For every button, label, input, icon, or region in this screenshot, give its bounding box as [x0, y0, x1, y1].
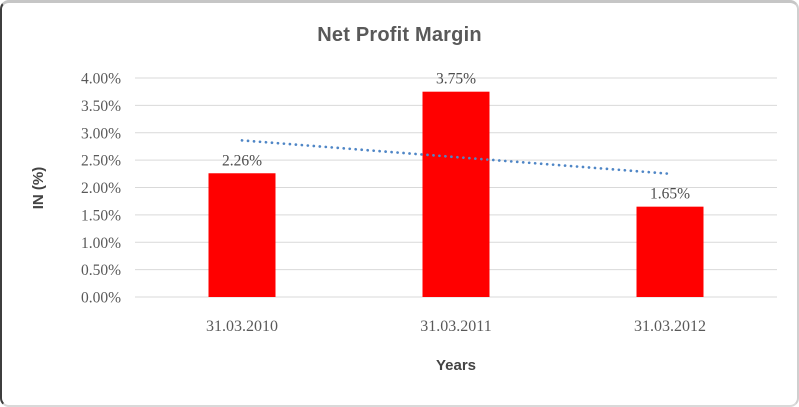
chart-title: Net Profit Margin [317, 24, 482, 46]
x-category-label: 31.03.2012 [634, 318, 706, 335]
y-tick-label: 0.00% [81, 290, 121, 307]
y-tick-label: 0.50% [81, 262, 121, 279]
y-tick-label: 1.00% [81, 235, 121, 252]
bar-data-label: 2.26% [222, 152, 262, 169]
y-tick-label: 3.50% [81, 98, 121, 115]
bar-data-label: 3.75% [436, 71, 476, 88]
trendline [240, 139, 672, 176]
y-tick-label: 2.00% [81, 180, 121, 197]
bar [636, 206, 704, 297]
x-category-label: 31.03.2010 [206, 318, 278, 335]
bar [422, 91, 490, 297]
bar-data-label: 1.65% [650, 186, 690, 203]
y-tick-label: 4.00% [81, 71, 121, 88]
y-tick-label: 2.50% [81, 153, 121, 170]
x-category-label: 31.03.2011 [420, 318, 491, 335]
y-tick-label: 1.50% [81, 207, 121, 224]
bar [208, 173, 276, 297]
x-axis-title: Years [435, 357, 477, 374]
y-tick-label: 3.00% [81, 125, 121, 142]
